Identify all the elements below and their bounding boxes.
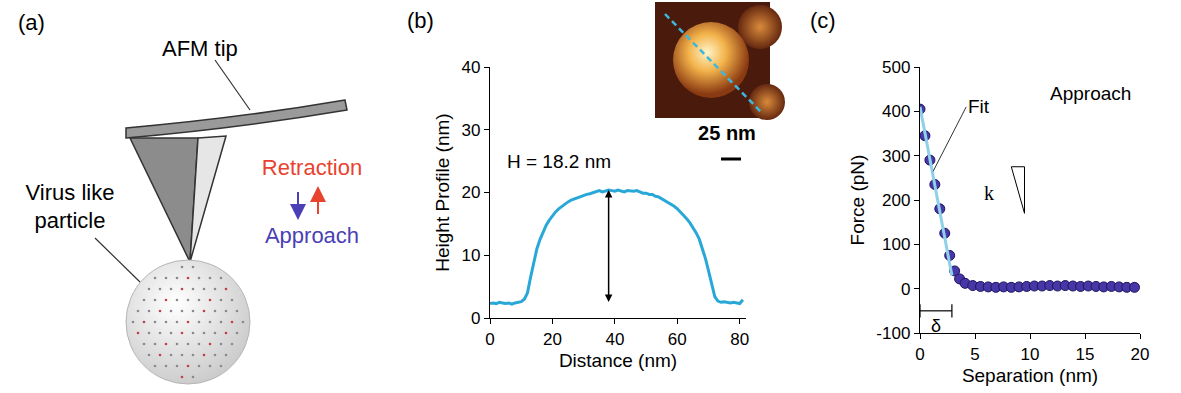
svg-text:0: 0 bbox=[901, 280, 910, 299]
svg-text:60: 60 bbox=[668, 330, 687, 349]
svg-text:500: 500 bbox=[882, 58, 910, 77]
svg-text:Separation (nm): Separation (nm) bbox=[962, 365, 1098, 386]
svg-text:AFM tip: AFM tip bbox=[162, 36, 238, 61]
svg-text:Distance (nm): Distance (nm) bbox=[559, 350, 677, 371]
svg-text:Retraction: Retraction bbox=[262, 155, 362, 180]
svg-text:Virus like: Virus like bbox=[26, 180, 115, 205]
svg-text:k: k bbox=[984, 182, 994, 204]
svg-text:5: 5 bbox=[970, 345, 979, 364]
svg-text:15: 15 bbox=[1076, 345, 1095, 364]
svg-text:Force (pN): Force (pN) bbox=[847, 155, 868, 246]
svg-text:20: 20 bbox=[461, 183, 480, 202]
svg-text:H = 18.2 nm: H = 18.2 nm bbox=[507, 151, 611, 172]
svg-text:Approach: Approach bbox=[265, 223, 359, 248]
svg-text:200: 200 bbox=[882, 191, 910, 210]
svg-text:0: 0 bbox=[485, 330, 494, 349]
svg-text:80: 80 bbox=[730, 330, 749, 349]
svg-text:20: 20 bbox=[543, 330, 562, 349]
svg-text:25 nm: 25 nm bbox=[698, 122, 756, 144]
svg-text:particle: particle bbox=[35, 208, 106, 233]
svg-text:Height Profile (nm): Height Profile (nm) bbox=[432, 113, 453, 271]
svg-text:δ: δ bbox=[931, 316, 941, 336]
svg-text:100: 100 bbox=[882, 235, 910, 254]
svg-text:40: 40 bbox=[605, 330, 624, 349]
svg-text:20: 20 bbox=[1131, 345, 1150, 364]
svg-text:-100: -100 bbox=[876, 324, 910, 343]
svg-text:(a): (a) bbox=[18, 10, 45, 35]
svg-text:Fit: Fit bbox=[968, 96, 990, 117]
svg-text:(c): (c) bbox=[810, 8, 836, 33]
svg-text:0: 0 bbox=[471, 309, 480, 328]
svg-text:Approach: Approach bbox=[1050, 83, 1131, 104]
svg-text:(b): (b) bbox=[407, 8, 434, 33]
svg-text:300: 300 bbox=[882, 147, 910, 166]
svg-text:400: 400 bbox=[882, 102, 910, 121]
svg-text:40: 40 bbox=[461, 58, 480, 77]
svg-text:10: 10 bbox=[1021, 345, 1040, 364]
svg-text:10: 10 bbox=[461, 246, 480, 265]
svg-text:30: 30 bbox=[461, 121, 480, 140]
svg-text:0: 0 bbox=[915, 345, 924, 364]
